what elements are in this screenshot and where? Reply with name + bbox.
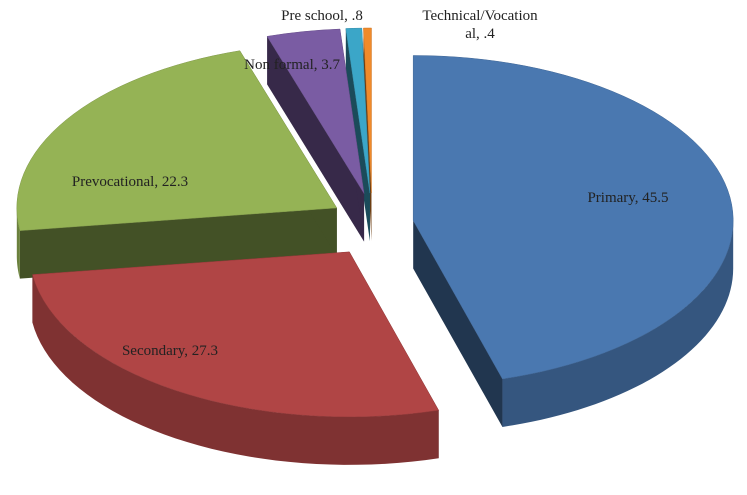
data-label: Secondary, 27.3: [122, 343, 218, 359]
slice-edge-wall: [413, 220, 503, 427]
slice-edge-wall: [345, 28, 370, 242]
slice: [363, 27, 372, 194]
slice-edge-wall: [267, 36, 365, 242]
data-label-line: al, .4: [465, 26, 495, 42]
data-label: Non formal, 3.7: [244, 57, 340, 73]
data-label: Technical/Vocation al, .4: [422, 8, 538, 42]
data-label: Primary, 45.5: [587, 190, 668, 206]
data-label: Prevocational, 22.3: [72, 174, 188, 190]
slice-outer-wall: [16, 207, 20, 279]
slice: [266, 28, 365, 194]
data-label-line: Technical/Vocation: [422, 8, 538, 24]
slice-outer-wall: [32, 274, 439, 465]
data-label: Pre school, .8: [281, 8, 363, 24]
slice: [32, 251, 440, 418]
slice-outer-wall: [502, 220, 734, 427]
slice: [345, 27, 371, 194]
slice: [412, 55, 734, 380]
slice: [16, 50, 338, 231]
